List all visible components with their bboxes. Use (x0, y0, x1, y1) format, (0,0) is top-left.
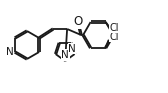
Text: N: N (6, 47, 14, 57)
Text: N: N (68, 44, 76, 54)
Text: Cl: Cl (110, 23, 119, 33)
Text: O: O (73, 15, 83, 28)
Text: Cl: Cl (110, 32, 119, 42)
Text: N: N (61, 50, 69, 60)
